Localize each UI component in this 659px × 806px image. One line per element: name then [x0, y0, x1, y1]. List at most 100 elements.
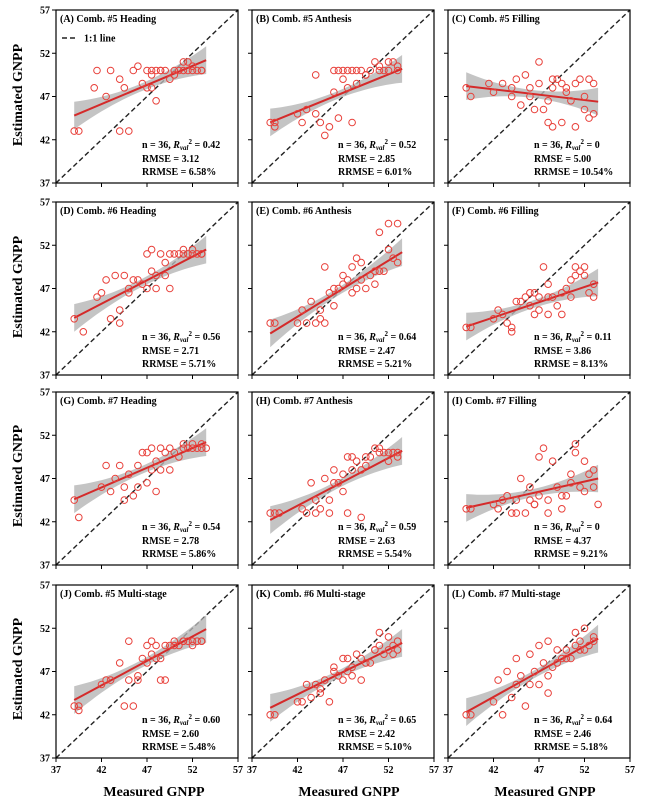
panel-c: (C) Comb. #5 Filling n = 36, Rval2 = 0 RMS… — [444, 9, 631, 187]
panel-title: (L) Comb. #7 Multi-stage — [452, 589, 561, 600]
stat-n-r2: n = 36, Rval2 = 0.60 — [142, 713, 220, 727]
data-point — [152, 284, 160, 293]
panel-g: 37 42 47 52 57 (G) Comb. #7 Heading n = 36, Rv… — [40, 388, 239, 572]
x-axis-label-right: Measured GNPP — [494, 785, 596, 800]
data-point — [75, 706, 83, 715]
data-point — [589, 280, 598, 289]
panel-b: (B) Comb. #5 Anthesis n = 36, Rval2 = 0.5… — [248, 9, 435, 187]
data-point — [384, 448, 393, 457]
data-point — [526, 302, 534, 310]
one-to-one-line — [252, 585, 434, 758]
data-point — [498, 496, 507, 504]
data-point — [307, 693, 315, 702]
data-point — [330, 66, 338, 75]
data-point — [106, 487, 115, 496]
data-point — [393, 258, 402, 267]
stat-n: n = 36, — [142, 522, 173, 533]
data-point — [548, 75, 557, 83]
data-point — [302, 680, 311, 689]
stat-r-superscript: 2 — [189, 330, 193, 338]
data-point — [134, 62, 142, 70]
stat-rmse: RMSE = 2.85 — [338, 154, 395, 165]
data-point — [585, 289, 593, 297]
stat-n: n = 36, — [142, 715, 173, 726]
data-point — [188, 444, 197, 453]
data-point — [589, 633, 598, 641]
y-axis-label-row-4: Estimated GNPP — [11, 617, 26, 720]
data-point — [266, 509, 275, 517]
data-point — [576, 646, 584, 654]
stat-rmse: RMSE = 3.86 — [534, 346, 591, 357]
data-point — [197, 66, 206, 75]
one-to-one-line — [448, 10, 630, 183]
y-tick-label: 47 — [40, 284, 50, 295]
data-point — [389, 254, 397, 263]
data-point — [526, 92, 534, 101]
data-point — [548, 663, 557, 672]
data-point — [357, 676, 366, 684]
data-point — [393, 453, 402, 461]
data-point — [316, 505, 325, 513]
data-point — [188, 66, 197, 75]
stat-r-symbol: R — [172, 332, 180, 343]
data-point — [152, 641, 160, 650]
fit-line — [465, 281, 599, 328]
data-point — [156, 444, 165, 453]
x-tick-label: 47 — [338, 765, 348, 776]
data-point — [548, 84, 557, 92]
data-point — [156, 676, 165, 684]
stat-r-symbol: R — [368, 140, 376, 151]
data-point — [530, 500, 539, 509]
data-point — [166, 284, 174, 293]
data-point — [325, 496, 334, 504]
data-point — [348, 118, 356, 127]
stat-n-r2: n = 36, Rval2 = 0.52 — [338, 138, 416, 152]
data-point — [156, 250, 165, 258]
data-point — [298, 505, 306, 513]
data-point — [553, 75, 562, 83]
data-point — [362, 453, 370, 461]
stat-n-r2: n = 36, Rval2 = 0.64 — [338, 330, 416, 344]
stat-rmse: RMSE = 2.78 — [142, 536, 199, 547]
data-point — [343, 276, 352, 284]
data-point — [302, 509, 311, 517]
data-point — [275, 509, 284, 517]
data-point — [175, 66, 183, 75]
stat-rrmse: RRMSE = 5.48% — [142, 742, 216, 753]
stat-n-r2: n = 36, Rval2 = 0 — [534, 520, 600, 534]
stat-r-superscript: 2 — [581, 520, 585, 528]
data-point — [115, 75, 124, 83]
data-point — [535, 293, 543, 301]
data-point — [571, 79, 580, 88]
stat-r2-value: = 0 — [584, 522, 600, 533]
stat-r2-value: = 0.64 — [388, 332, 416, 343]
data-point — [380, 650, 388, 659]
stat-r-subscript: val — [180, 719, 189, 727]
data-point — [298, 306, 306, 314]
stat-n-r2: n = 36, Rval2 = 0.64 — [534, 713, 612, 727]
stat-r-symbol: R — [368, 332, 376, 343]
data-point — [125, 284, 133, 293]
data-point — [302, 105, 311, 114]
data-point — [576, 483, 584, 491]
data-point — [366, 271, 375, 280]
x-tick-label: 52 — [580, 765, 590, 776]
stat-r-superscript: 2 — [189, 713, 193, 721]
data-point — [197, 637, 206, 646]
data-point — [343, 667, 352, 676]
data-point — [188, 440, 197, 448]
data-point — [138, 280, 147, 289]
data-point — [102, 676, 110, 684]
data-point — [339, 487, 347, 496]
data-point — [339, 470, 347, 479]
data-point — [134, 276, 142, 284]
data-point — [343, 66, 352, 75]
x-tick-label: 47 — [534, 765, 544, 776]
data-point — [558, 310, 566, 319]
data-point — [152, 66, 160, 75]
data-point — [580, 105, 589, 114]
data-point — [266, 118, 275, 127]
data-point — [544, 496, 552, 504]
stat-n-r2: n = 36, Rval2 = 0.59 — [338, 520, 416, 534]
data-point — [567, 97, 575, 105]
